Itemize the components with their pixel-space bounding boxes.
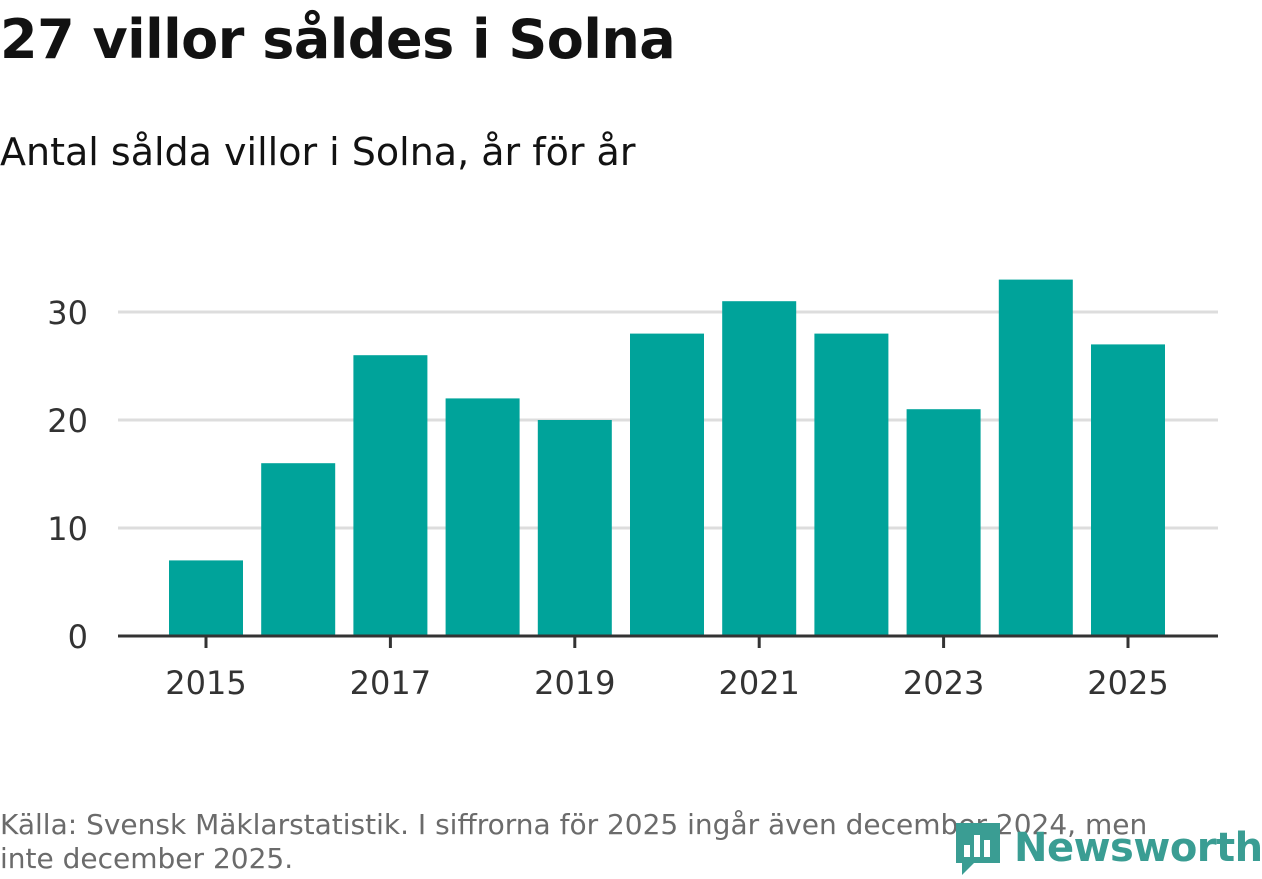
bar-2019 [537, 420, 612, 636]
x-tick-label-2015: 2015 [165, 664, 246, 702]
x-tick-label-2021: 2021 [718, 664, 799, 702]
bar-2015 [169, 560, 243, 636]
newsworthy-logo-icon [956, 823, 1000, 875]
bar-2018 [445, 398, 520, 636]
x-tick-label-2019: 2019 [534, 664, 615, 702]
bar-2020 [630, 333, 704, 636]
bar-2024 [998, 279, 1073, 636]
y-tick-label-20: 20 [47, 402, 88, 440]
axes: 0 10 20 30 2015 2017 2019 2021 2023 2025 [47, 294, 1218, 702]
bar-2022 [814, 333, 889, 636]
logo-text: Newsworthy [1014, 825, 1262, 871]
chart-subtitle: Antal sålda villor i Solna, år för år [0, 130, 636, 174]
x-tick-label-2017: 2017 [350, 664, 431, 702]
bar-2023 [906, 409, 981, 636]
bar-2017 [353, 355, 428, 636]
bar-2021 [722, 301, 797, 636]
bar-2016 [261, 463, 336, 636]
x-tick-label-2025: 2025 [1087, 664, 1168, 702]
bar-2025 [1091, 344, 1165, 636]
bars [169, 279, 1165, 636]
newsworthy-logo: Newsworthy [952, 818, 1262, 878]
chart-title: 27 villor såldes i Solna [0, 8, 676, 71]
y-tick-label-10: 10 [47, 510, 88, 548]
x-tick-label-2023: 2023 [903, 664, 984, 702]
y-tick-label-0: 0 [68, 618, 88, 656]
y-tick-label-30: 30 [47, 294, 88, 332]
